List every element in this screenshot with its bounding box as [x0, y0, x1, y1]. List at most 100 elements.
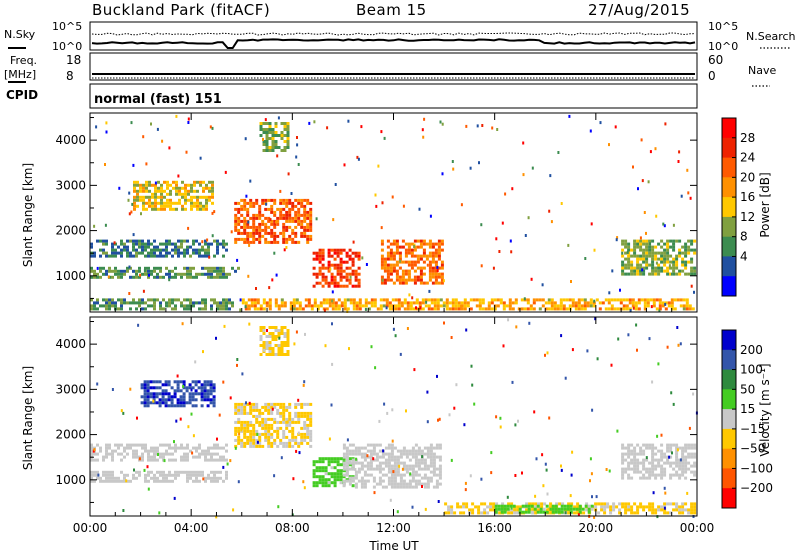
data-cell: [434, 272, 438, 276]
data-cell: [633, 461, 637, 465]
data-cell: [436, 307, 440, 311]
data-cell: [108, 443, 111, 447]
data-cell: [675, 449, 679, 453]
data-cell: [249, 216, 253, 220]
data-cell: [191, 386, 195, 390]
data-cell: [435, 455, 439, 459]
data-cell: [624, 257, 628, 261]
data-cell: [417, 467, 421, 471]
data-cell: [660, 443, 664, 447]
data-cell: [294, 204, 298, 208]
data-cell: [687, 245, 691, 249]
data-cell: [388, 307, 392, 311]
data-cell: [189, 473, 192, 477]
data-cell: [553, 301, 557, 305]
data-cell: [384, 464, 388, 468]
data-cell: [355, 307, 359, 311]
data-cell: [496, 304, 500, 308]
data-speckle: [366, 454, 369, 458]
data-cell: [268, 149, 272, 152]
data-cell: [96, 272, 99, 276]
data-cell: [494, 507, 498, 511]
data-speckle: [375, 204, 378, 208]
data-cell: [192, 242, 195, 246]
data-cell: [180, 443, 183, 447]
data-cell: [666, 254, 670, 258]
data-cell: [253, 298, 257, 302]
data-cell: [321, 266, 325, 270]
data-cell: [603, 502, 607, 506]
data-cell: [114, 304, 117, 308]
data-cell: [280, 353, 284, 356]
data-cell: [345, 452, 349, 456]
data-cell: [157, 186, 160, 190]
data-cell: [196, 195, 199, 199]
data-cell: [303, 219, 307, 223]
data-cell: [619, 298, 623, 302]
data-cell: [138, 473, 141, 477]
data-cell: [420, 467, 424, 471]
data-cell: [624, 470, 628, 474]
data-cell: [463, 301, 467, 305]
data-cell: [243, 222, 247, 226]
data-cell: [582, 511, 586, 515]
data-cell: [348, 449, 352, 453]
data-cell: [394, 298, 398, 302]
data-cell: [651, 263, 655, 267]
data-cell: [654, 257, 658, 261]
data-cell: [636, 458, 640, 462]
data-cell: [265, 134, 269, 137]
data-cell: [176, 380, 180, 384]
data-cell: [532, 301, 536, 305]
data-cell: [416, 239, 420, 243]
data-cell: [654, 446, 658, 450]
data-cell: [274, 344, 278, 347]
data-cell: [166, 180, 169, 184]
data-cell: [211, 201, 214, 205]
data-cell: [153, 307, 156, 311]
data-speckle: [247, 274, 250, 278]
data-cell: [114, 443, 117, 447]
data-cell: [423, 458, 427, 462]
data-cell: [177, 473, 180, 477]
data-cell: [132, 275, 135, 279]
data-cell: [639, 272, 643, 276]
data-speckle: [187, 121, 190, 124]
data-cell: [334, 307, 338, 311]
data-cell: [645, 443, 649, 447]
data-cell: [640, 298, 644, 302]
data-cell: [386, 239, 390, 243]
data-cell: [243, 411, 247, 415]
data-cell: [136, 180, 139, 184]
data-cell: [96, 239, 99, 243]
data-cell: [271, 335, 275, 338]
data-cell: [159, 248, 162, 252]
data-cell: [333, 457, 337, 461]
data-cell: [389, 248, 393, 252]
data-cell: [203, 386, 207, 390]
data-speckle: [436, 269, 439, 272]
data-cell: [259, 329, 263, 332]
data-cell: [603, 505, 607, 509]
data-cell: [300, 234, 304, 238]
data-cell: [213, 269, 216, 273]
data-speckle: [360, 125, 363, 129]
data-cell: [429, 476, 433, 480]
data-cell: [252, 213, 256, 217]
data-speckle: [437, 418, 439, 422]
data-cell: [590, 504, 594, 508]
data-cell: [434, 251, 438, 255]
data-cell: [198, 301, 201, 305]
data-cell: [177, 251, 180, 255]
data-cell: [660, 254, 664, 258]
data-cell: [453, 511, 457, 515]
data-cell: [413, 245, 417, 249]
data-cell: [324, 466, 328, 470]
nave-label: Nave: [748, 64, 776, 77]
data-cell: [153, 455, 156, 459]
data-cell: [342, 260, 346, 264]
data-cell: [438, 458, 442, 462]
data-cell: [537, 502, 541, 506]
data-cell: [171, 254, 174, 258]
data-cell: [627, 257, 631, 261]
